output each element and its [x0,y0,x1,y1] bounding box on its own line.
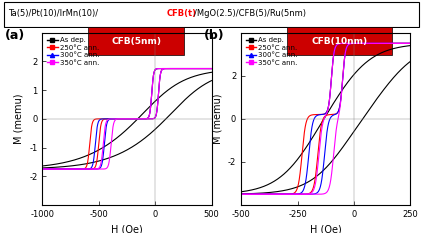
FancyBboxPatch shape [287,27,392,55]
Text: Ta(5)/Pt(10)/IrMn(10)/: Ta(5)/Pt(10)/IrMn(10)/ [8,10,99,18]
X-axis label: H (Oe): H (Oe) [310,224,342,233]
Y-axis label: M (memu): M (memu) [14,94,24,144]
Text: /MgO(2.5)/CFB(5)/Ru(5nm): /MgO(2.5)/CFB(5)/Ru(5nm) [194,10,306,18]
Text: (b): (b) [204,29,225,42]
FancyBboxPatch shape [88,27,184,55]
Text: CFB(5nm): CFB(5nm) [111,37,161,46]
Text: (a): (a) [5,29,25,42]
X-axis label: H (Oe): H (Oe) [111,224,143,233]
Legend: As dep., 250°C ann., 300°C ann., 350°C ann.: As dep., 250°C ann., 300°C ann., 350°C a… [46,36,101,67]
Text: CFB(t): CFB(t) [167,10,197,18]
FancyBboxPatch shape [4,2,419,27]
Text: CFB(10nm): CFB(10nm) [311,37,367,46]
Legend: As dep., 250°C ann., 300°C ann., 350°C ann.: As dep., 250°C ann., 300°C ann., 350°C a… [244,36,299,67]
Y-axis label: M (memu): M (memu) [212,94,222,144]
